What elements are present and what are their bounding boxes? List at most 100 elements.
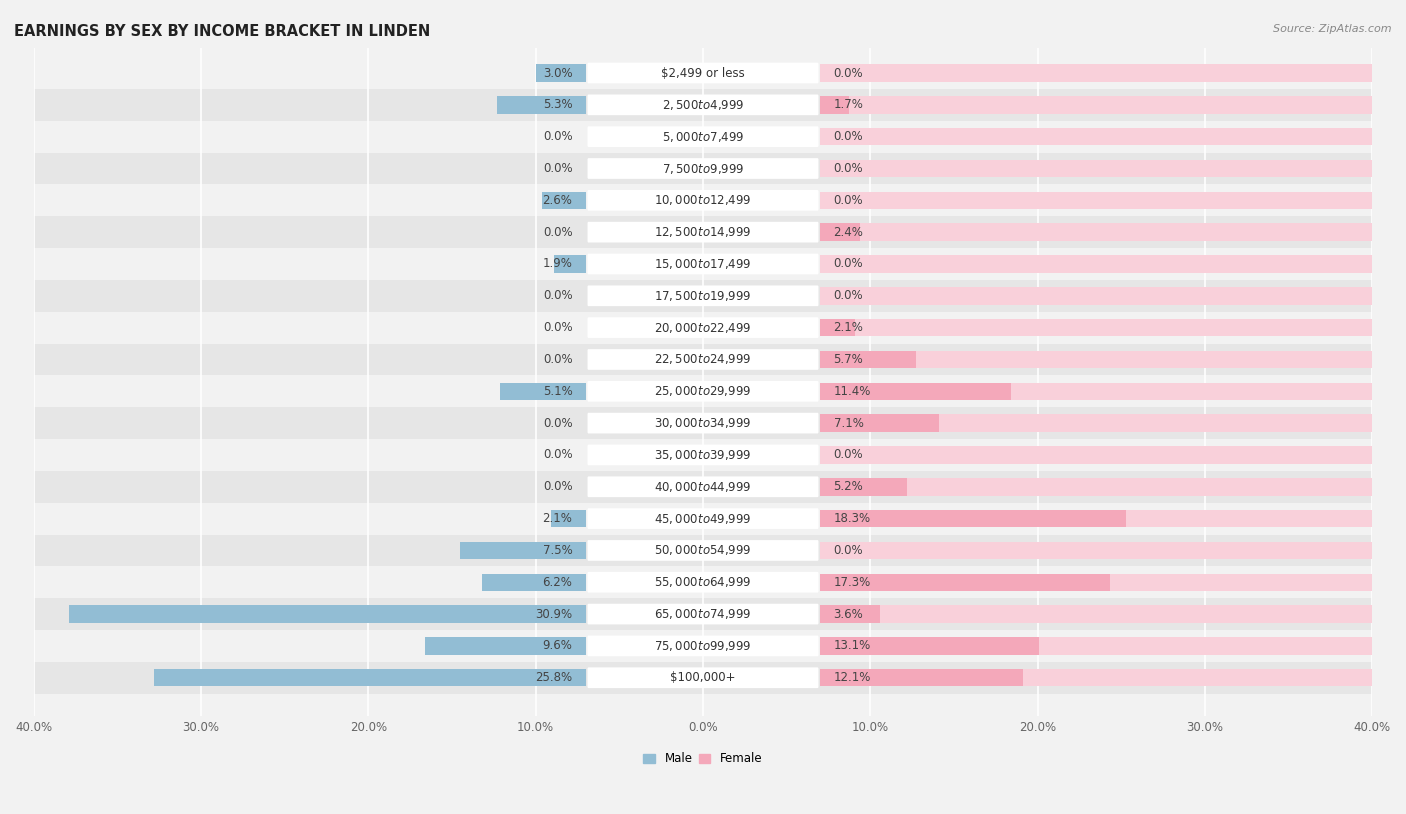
Bar bbox=[0, 541, 34, 559]
Bar bbox=[34, 535, 1372, 567]
FancyBboxPatch shape bbox=[588, 63, 818, 83]
Bar bbox=[501, 383, 586, 400]
Bar bbox=[482, 574, 586, 591]
Bar bbox=[34, 470, 1372, 503]
Text: $30,000 to $34,999: $30,000 to $34,999 bbox=[654, 416, 752, 430]
FancyBboxPatch shape bbox=[588, 604, 818, 624]
Bar bbox=[34, 567, 1372, 598]
Bar bbox=[34, 152, 1372, 185]
Bar bbox=[820, 606, 880, 623]
Bar bbox=[0, 256, 34, 273]
Text: $25,000 to $29,999: $25,000 to $29,999 bbox=[654, 384, 752, 398]
FancyBboxPatch shape bbox=[588, 286, 818, 306]
Text: 5.7%: 5.7% bbox=[834, 353, 863, 366]
FancyBboxPatch shape bbox=[588, 413, 818, 434]
Bar bbox=[820, 446, 1372, 464]
Text: 2.1%: 2.1% bbox=[834, 322, 863, 334]
FancyBboxPatch shape bbox=[588, 221, 818, 243]
Text: 0.0%: 0.0% bbox=[834, 449, 863, 462]
Bar bbox=[820, 256, 1372, 273]
Bar bbox=[34, 217, 1372, 248]
Bar bbox=[820, 223, 860, 241]
Text: 1.7%: 1.7% bbox=[834, 98, 863, 112]
Bar bbox=[34, 280, 1372, 312]
FancyBboxPatch shape bbox=[588, 667, 818, 688]
Bar bbox=[820, 351, 1372, 368]
Text: Source: ZipAtlas.com: Source: ZipAtlas.com bbox=[1274, 24, 1392, 34]
Text: 2.4%: 2.4% bbox=[834, 225, 863, 239]
FancyBboxPatch shape bbox=[588, 476, 818, 497]
FancyBboxPatch shape bbox=[588, 636, 818, 656]
Bar bbox=[0, 446, 34, 464]
Bar bbox=[820, 351, 915, 368]
FancyBboxPatch shape bbox=[588, 444, 818, 466]
Text: 7.1%: 7.1% bbox=[834, 417, 863, 430]
Text: $12,500 to $14,999: $12,500 to $14,999 bbox=[654, 225, 752, 239]
FancyBboxPatch shape bbox=[588, 158, 818, 179]
Bar bbox=[34, 662, 1372, 694]
Text: 5.3%: 5.3% bbox=[543, 98, 572, 112]
Text: EARNINGS BY SEX BY INCOME BRACKET IN LINDEN: EARNINGS BY SEX BY INCOME BRACKET IN LIN… bbox=[14, 24, 430, 39]
Bar bbox=[554, 256, 586, 273]
Text: $15,000 to $17,499: $15,000 to $17,499 bbox=[654, 257, 752, 271]
Bar bbox=[536, 64, 586, 81]
Bar bbox=[0, 223, 34, 241]
Text: $35,000 to $39,999: $35,000 to $39,999 bbox=[654, 448, 752, 462]
Bar bbox=[820, 574, 1109, 591]
Text: 0.0%: 0.0% bbox=[834, 130, 863, 143]
Text: 5.1%: 5.1% bbox=[543, 385, 572, 398]
Text: 0.0%: 0.0% bbox=[543, 353, 572, 366]
Bar bbox=[820, 606, 1372, 623]
Bar bbox=[820, 478, 1372, 496]
Bar bbox=[820, 191, 1372, 209]
Bar bbox=[498, 96, 586, 114]
Bar bbox=[460, 541, 586, 559]
Text: 13.1%: 13.1% bbox=[834, 640, 870, 652]
Bar bbox=[820, 64, 1372, 81]
Bar bbox=[34, 503, 1372, 535]
Text: 0.0%: 0.0% bbox=[543, 225, 572, 239]
Bar bbox=[34, 598, 1372, 630]
Bar bbox=[820, 383, 1011, 400]
Bar bbox=[820, 383, 1372, 400]
Bar bbox=[0, 414, 34, 432]
Bar bbox=[820, 287, 1372, 304]
Bar bbox=[820, 637, 1372, 654]
Bar bbox=[820, 574, 1372, 591]
Text: 5.2%: 5.2% bbox=[834, 480, 863, 493]
Text: 0.0%: 0.0% bbox=[543, 322, 572, 334]
Bar bbox=[0, 637, 34, 654]
Text: 3.6%: 3.6% bbox=[834, 607, 863, 620]
FancyBboxPatch shape bbox=[588, 317, 818, 338]
Bar bbox=[820, 541, 1372, 559]
Bar bbox=[34, 185, 1372, 217]
FancyBboxPatch shape bbox=[588, 254, 818, 274]
Bar bbox=[0, 478, 34, 496]
Text: 12.1%: 12.1% bbox=[834, 672, 870, 685]
FancyBboxPatch shape bbox=[588, 381, 818, 401]
Text: 0.0%: 0.0% bbox=[834, 194, 863, 207]
Bar bbox=[0, 160, 34, 177]
Bar bbox=[34, 407, 1372, 439]
Text: 0.0%: 0.0% bbox=[543, 130, 572, 143]
Bar bbox=[425, 637, 586, 654]
Bar bbox=[0, 669, 34, 686]
Text: 6.2%: 6.2% bbox=[543, 575, 572, 589]
Bar bbox=[820, 637, 1039, 654]
Bar bbox=[820, 128, 1372, 146]
Bar bbox=[0, 64, 34, 81]
Bar bbox=[820, 160, 1372, 177]
Bar bbox=[551, 510, 586, 527]
FancyBboxPatch shape bbox=[588, 572, 818, 593]
Bar bbox=[0, 574, 34, 591]
Text: $45,000 to $49,999: $45,000 to $49,999 bbox=[654, 512, 752, 526]
Bar bbox=[820, 669, 1022, 686]
Text: 2.1%: 2.1% bbox=[543, 512, 572, 525]
Bar bbox=[34, 439, 1372, 470]
Text: 30.9%: 30.9% bbox=[536, 607, 572, 620]
FancyBboxPatch shape bbox=[588, 94, 818, 116]
Bar bbox=[69, 606, 586, 623]
Legend: Male, Female: Male, Female bbox=[638, 748, 768, 770]
Text: $100,000+: $100,000+ bbox=[671, 672, 735, 685]
Text: 7.5%: 7.5% bbox=[543, 544, 572, 557]
